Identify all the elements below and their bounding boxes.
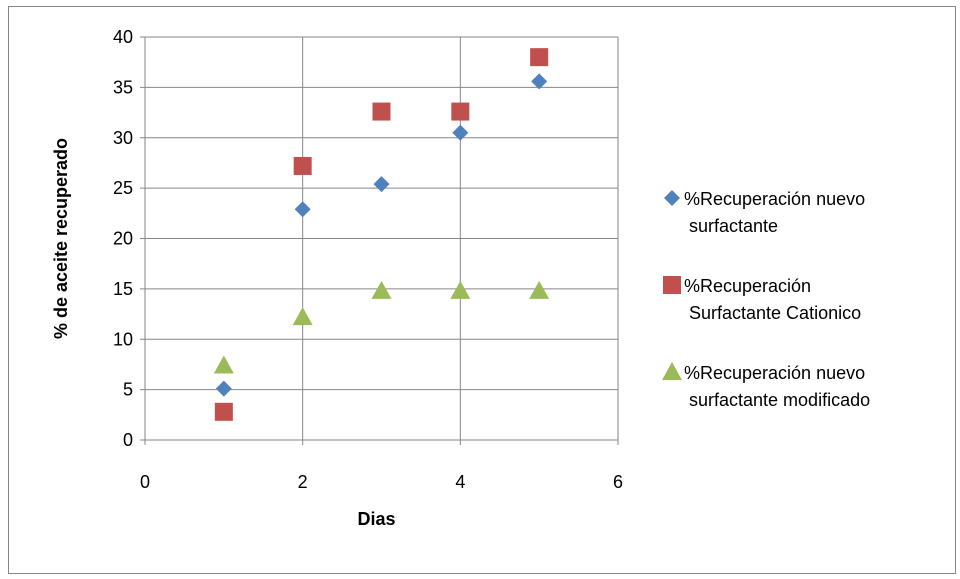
x-tick-label: 6 — [613, 472, 623, 492]
data-point-triangle — [450, 280, 471, 299]
legend-marker-square — [663, 276, 681, 294]
x-tick-label: 4 — [455, 472, 465, 492]
data-point-triangle — [371, 280, 392, 299]
data-point-square — [293, 156, 312, 175]
legend: %Recuperación nuevo surfactante %Recuperac… — [662, 189, 870, 410]
data-point-square — [530, 48, 549, 67]
x-tick-label: 2 — [298, 472, 308, 492]
x-axis-title: Dias — [357, 509, 395, 529]
data-point-diamond — [531, 73, 548, 90]
data-point-square — [451, 102, 470, 121]
data-point-diamond — [373, 176, 390, 193]
data-points — [213, 48, 550, 421]
grid-lines — [144, 36, 619, 441]
data-point-triangle — [529, 280, 550, 299]
data-point-diamond — [215, 380, 232, 397]
y-tick-label: 0 — [123, 430, 133, 450]
y-tick-label: 25 — [113, 178, 133, 198]
legend-label: Surfactante Cationico — [689, 303, 861, 323]
data-point-square — [372, 102, 391, 121]
y-axis-title: % de aceite recuperado — [51, 138, 71, 339]
legend-label: surfactante modificado — [689, 390, 870, 410]
data-point-square — [214, 402, 233, 421]
y-tick-label: 40 — [113, 27, 133, 47]
y-tick-label: 10 — [113, 329, 133, 349]
legend-label: surfactante — [689, 216, 778, 236]
x-tick-label: 0 — [140, 472, 150, 492]
y-tick-label: 5 — [123, 380, 133, 400]
legend-label: %Recuperación — [684, 276, 811, 296]
axes — [140, 36, 619, 445]
y-tick-label: 20 — [113, 229, 133, 249]
data-point-diamond — [294, 201, 311, 218]
y-tick-label: 35 — [113, 77, 133, 97]
legend-label: %Recuperación nuevo — [684, 363, 865, 383]
data-point-diamond — [452, 124, 469, 141]
y-tick-label: 30 — [113, 128, 133, 148]
legend-marker-diamond — [664, 190, 680, 206]
legend-label: %Recuperación nuevo — [684, 189, 865, 209]
legend-marker-triangle — [662, 362, 682, 380]
data-point-triangle — [292, 307, 313, 326]
data-point-triangle — [213, 355, 234, 374]
chart-area — [8, 6, 956, 574]
tick-labels: 0 5 10 15 20 25 30 35 40 0 2 4 6 — [113, 27, 623, 492]
y-tick-label: 15 — [113, 279, 133, 299]
